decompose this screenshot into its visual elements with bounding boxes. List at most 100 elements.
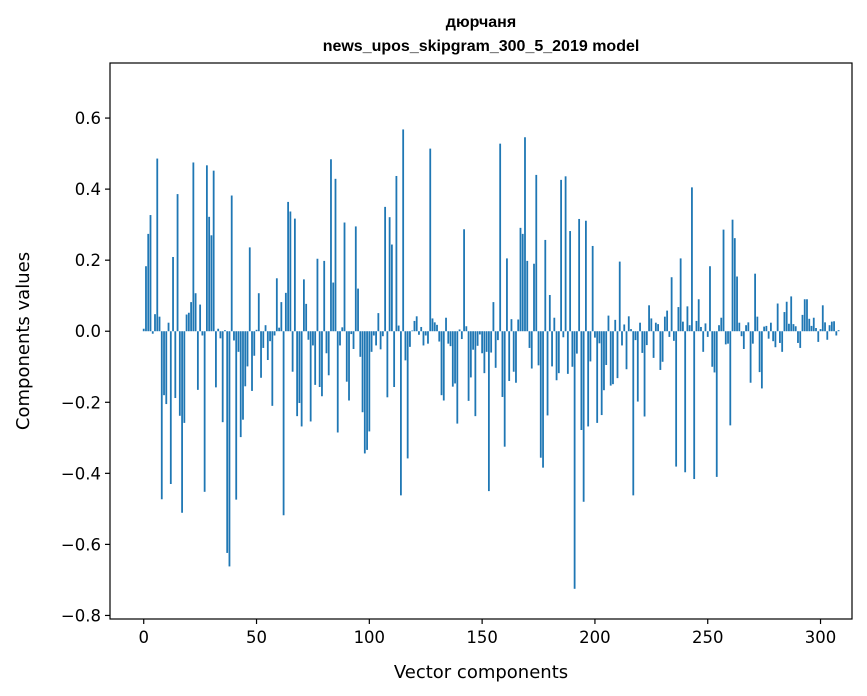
bar <box>456 331 459 424</box>
bar <box>404 331 407 361</box>
bar <box>600 331 603 416</box>
bar <box>524 137 526 332</box>
bar <box>418 331 420 335</box>
bar <box>810 325 813 332</box>
bar <box>192 162 195 332</box>
bar <box>695 320 698 332</box>
bar <box>720 317 723 332</box>
bar <box>670 277 673 332</box>
bar <box>158 316 161 332</box>
bar <box>357 288 359 332</box>
bar <box>580 331 583 430</box>
bar <box>497 331 499 341</box>
bar <box>729 331 732 426</box>
bar <box>835 331 838 336</box>
bar <box>413 320 416 332</box>
bar <box>578 218 581 332</box>
bar <box>201 331 204 336</box>
bar <box>478 331 481 335</box>
bar <box>386 331 389 398</box>
y-tick-label: −0.4 <box>61 464 101 483</box>
bar <box>740 331 743 337</box>
bar <box>603 331 605 391</box>
bar <box>575 331 578 354</box>
bar <box>282 331 285 516</box>
bar <box>312 331 314 346</box>
bar <box>731 219 734 332</box>
x-tick-label: 100 <box>354 628 386 647</box>
bar <box>616 331 619 379</box>
bar <box>749 331 752 383</box>
bar <box>754 273 756 332</box>
bar <box>431 318 434 332</box>
bar <box>303 279 305 332</box>
bar <box>512 331 515 372</box>
bar <box>713 331 716 373</box>
bar <box>273 331 276 336</box>
bar <box>203 331 206 492</box>
bar <box>803 299 806 332</box>
bar <box>424 331 427 336</box>
bar <box>151 331 154 334</box>
bar <box>433 322 436 332</box>
bar <box>172 256 174 332</box>
bar <box>623 324 626 332</box>
bar <box>341 327 344 332</box>
bar <box>199 304 202 332</box>
bar <box>693 331 696 480</box>
bar <box>370 331 373 352</box>
bar <box>792 324 795 332</box>
bar <box>476 331 479 346</box>
bar <box>625 331 628 370</box>
bar <box>447 331 450 344</box>
bar <box>215 331 217 388</box>
bar <box>751 331 754 344</box>
x-tick-label: 300 <box>805 628 837 647</box>
bar <box>237 331 240 352</box>
bar <box>661 331 664 362</box>
bar <box>485 331 488 352</box>
bar <box>438 331 441 342</box>
bar <box>824 322 826 332</box>
bar <box>569 231 572 332</box>
bar <box>801 314 804 332</box>
y-axis-label: Components values <box>13 252 34 430</box>
bar <box>393 331 396 388</box>
bar <box>345 331 348 382</box>
bar <box>183 331 186 423</box>
bar <box>280 302 283 332</box>
bar <box>260 331 262 378</box>
bar <box>226 331 229 553</box>
bar <box>566 331 569 374</box>
bar <box>264 325 267 332</box>
bar <box>251 331 253 391</box>
bar <box>677 307 680 332</box>
bar <box>210 235 213 332</box>
bar <box>663 316 666 332</box>
bar <box>573 331 576 589</box>
bar <box>546 331 549 416</box>
bar <box>395 175 398 332</box>
bar <box>821 305 824 332</box>
bar <box>160 331 163 500</box>
bar <box>208 216 211 332</box>
bar <box>639 322 641 332</box>
bar <box>548 294 551 332</box>
bar <box>515 331 517 383</box>
bar <box>145 266 147 332</box>
bar <box>598 331 601 344</box>
bar <box>361 331 364 413</box>
bar <box>262 331 265 348</box>
bar <box>330 159 332 332</box>
bar <box>257 293 260 332</box>
bar <box>420 326 423 332</box>
bar <box>508 331 511 381</box>
bar <box>221 331 224 423</box>
bar <box>650 318 653 332</box>
bar <box>630 329 632 332</box>
bar <box>837 330 840 332</box>
bar <box>463 229 465 332</box>
bar <box>648 305 650 332</box>
bar <box>779 331 781 343</box>
y-tick-label: 0.0 <box>75 322 101 341</box>
